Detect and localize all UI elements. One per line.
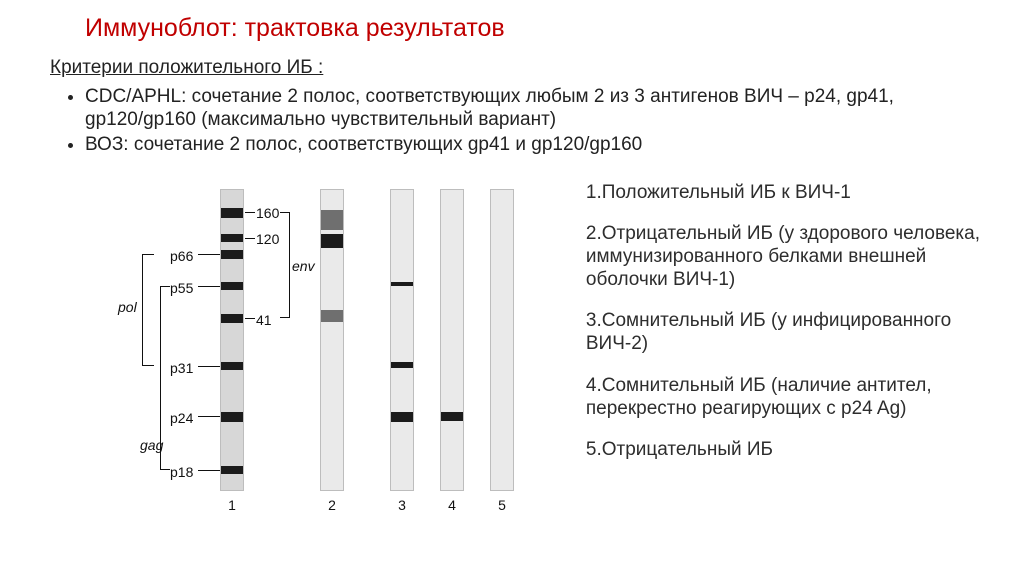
band bbox=[441, 412, 463, 421]
band bbox=[221, 362, 243, 370]
band bbox=[221, 234, 243, 242]
band bbox=[391, 362, 413, 368]
band bbox=[321, 234, 343, 248]
band bbox=[221, 412, 243, 422]
tick bbox=[198, 416, 220, 417]
mol-label: p24 bbox=[170, 410, 193, 426]
band bbox=[221, 466, 243, 474]
blot-strip-4 bbox=[440, 189, 464, 491]
blot-strip-1 bbox=[220, 189, 244, 491]
blot-strip-2 bbox=[320, 189, 344, 491]
slide-title: Иммуноблот: трактовка результатов bbox=[85, 14, 994, 43]
mol-label: p18 bbox=[170, 464, 193, 480]
tick bbox=[245, 212, 255, 213]
band bbox=[221, 282, 243, 290]
tick bbox=[245, 238, 255, 239]
mol-label: 41 bbox=[256, 312, 272, 328]
band bbox=[391, 282, 413, 286]
bracket-env bbox=[280, 212, 290, 318]
band bbox=[221, 208, 243, 218]
mol-label: p66 bbox=[170, 248, 193, 264]
tick bbox=[198, 366, 220, 367]
immunoblot-diagram: 1 2 3 4 5 p66 p55 p31 p24 bbox=[70, 175, 556, 545]
legend-item: 3.Сомнительный ИБ (у инфицированного ВИЧ… bbox=[586, 309, 994, 355]
mol-label: 160 bbox=[256, 205, 279, 221]
mol-label: p31 bbox=[170, 360, 193, 376]
strip-number: 5 bbox=[490, 497, 514, 513]
legend-item: 4.Сомнительный ИБ (наличие антител, пере… bbox=[586, 374, 994, 420]
criteria-item: ВОЗ: сочетание 2 полос, соответствующих … bbox=[85, 133, 994, 156]
criteria-item: CDC/APHL: сочетание 2 полос, соответству… bbox=[85, 85, 994, 131]
blot-strip-3 bbox=[390, 189, 414, 491]
gene-label-env: env bbox=[292, 258, 315, 274]
mol-label: p55 bbox=[170, 280, 193, 296]
criteria-list: CDC/APHL: сочетание 2 полос, соответству… bbox=[85, 85, 994, 157]
blot-strip-5 bbox=[490, 189, 514, 491]
strip-number: 2 bbox=[320, 497, 344, 513]
mol-label: 120 bbox=[256, 231, 279, 247]
criteria-subtitle: Критерии положительного ИБ : bbox=[50, 57, 994, 79]
legend-item: 2.Отрицательный ИБ (у здорового человека… bbox=[586, 222, 994, 292]
band bbox=[391, 412, 413, 422]
band bbox=[221, 314, 243, 323]
strip-number: 1 bbox=[220, 497, 244, 513]
legend-item: 5.Отрицательный ИБ bbox=[586, 438, 994, 461]
bracket-pol bbox=[142, 254, 154, 366]
tick bbox=[245, 318, 255, 319]
band bbox=[321, 310, 343, 322]
legend-item: 1.Положительный ИБ к ВИЧ-1 bbox=[586, 181, 994, 204]
band bbox=[221, 250, 243, 259]
tick bbox=[198, 286, 220, 287]
strip-number: 3 bbox=[390, 497, 414, 513]
bracket-gag bbox=[160, 286, 170, 470]
result-legend: 1.Положительный ИБ к ВИЧ-1 2.Отрицательн… bbox=[586, 181, 994, 545]
gene-label-pol: pol bbox=[118, 299, 137, 315]
band bbox=[321, 210, 343, 230]
tick bbox=[198, 254, 220, 255]
strip-number: 4 bbox=[440, 497, 464, 513]
tick bbox=[198, 470, 220, 471]
